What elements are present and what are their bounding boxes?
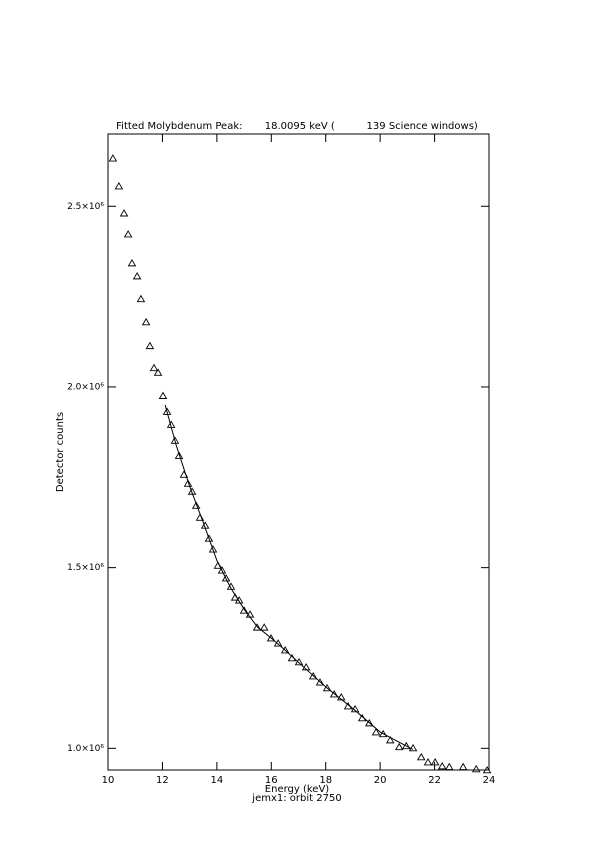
data-point [378,729,388,738]
data-point [423,758,433,766]
data-point [430,758,440,766]
x-axis-label: Energy (keV) [265,784,330,795]
data-point [191,501,201,509]
data-point [416,752,426,761]
data-point [437,761,447,770]
x-tick-label: 14 [210,775,223,786]
data-point [204,534,214,542]
data-point [322,683,332,692]
x-tick-label: 22 [428,775,441,786]
data-point [108,154,118,162]
x-tick-label: 10 [102,775,115,786]
data-point [174,451,184,459]
chart-subtitle: jemx1: orbit 2750 [251,793,341,804]
data-point [217,566,227,574]
data-point [280,645,290,654]
data-point [114,182,124,190]
data-point [364,718,374,727]
data-point [371,728,381,736]
data-point [239,606,249,614]
x-tick-label: 24 [483,775,496,786]
data-point [141,317,151,326]
data-point [401,741,411,750]
data-point [408,743,418,752]
data-point [136,294,146,303]
fit-line [164,404,414,750]
data-point [158,391,168,399]
y-tick-label: 2.5×10⁶ [67,202,104,212]
data-point [127,258,137,267]
y-axis-label: Detector counts [55,412,66,492]
data-point [132,271,142,280]
data-point [482,765,492,774]
data-point [183,479,193,487]
x-tick-label: 16 [265,775,278,786]
data-point [394,742,404,751]
data-point [170,436,180,444]
data-point [471,764,481,773]
data-point [119,209,129,217]
data-point [329,690,339,698]
plot-frame [107,133,490,771]
data-point [252,623,262,631]
y-tick-label: 1.5×10⁶ [67,563,104,573]
data-point [153,368,163,376]
data-point [208,545,218,553]
data-point [385,735,395,744]
data-point [149,363,159,372]
x-tick-label: 18 [319,775,332,786]
data-point [308,672,318,680]
y-tick-label: 1.0×10⁶ [67,744,104,754]
data-point [259,623,269,631]
x-tick-label: 20 [374,775,387,786]
x-tick-label: 12 [156,775,169,786]
y-tick-label: 2.0×10⁶ [67,382,104,392]
data-point [162,407,172,415]
data-point [444,762,454,771]
data-point [458,762,468,771]
data-point [145,341,155,350]
data-point [234,596,244,604]
data-point [301,662,311,671]
data-point [315,678,325,686]
data-point [221,574,231,582]
chart-title: Fitted Molybdenum Peak: 18.0095 keV ( 13… [116,121,478,132]
data-point [123,230,133,238]
data-point [266,634,276,642]
